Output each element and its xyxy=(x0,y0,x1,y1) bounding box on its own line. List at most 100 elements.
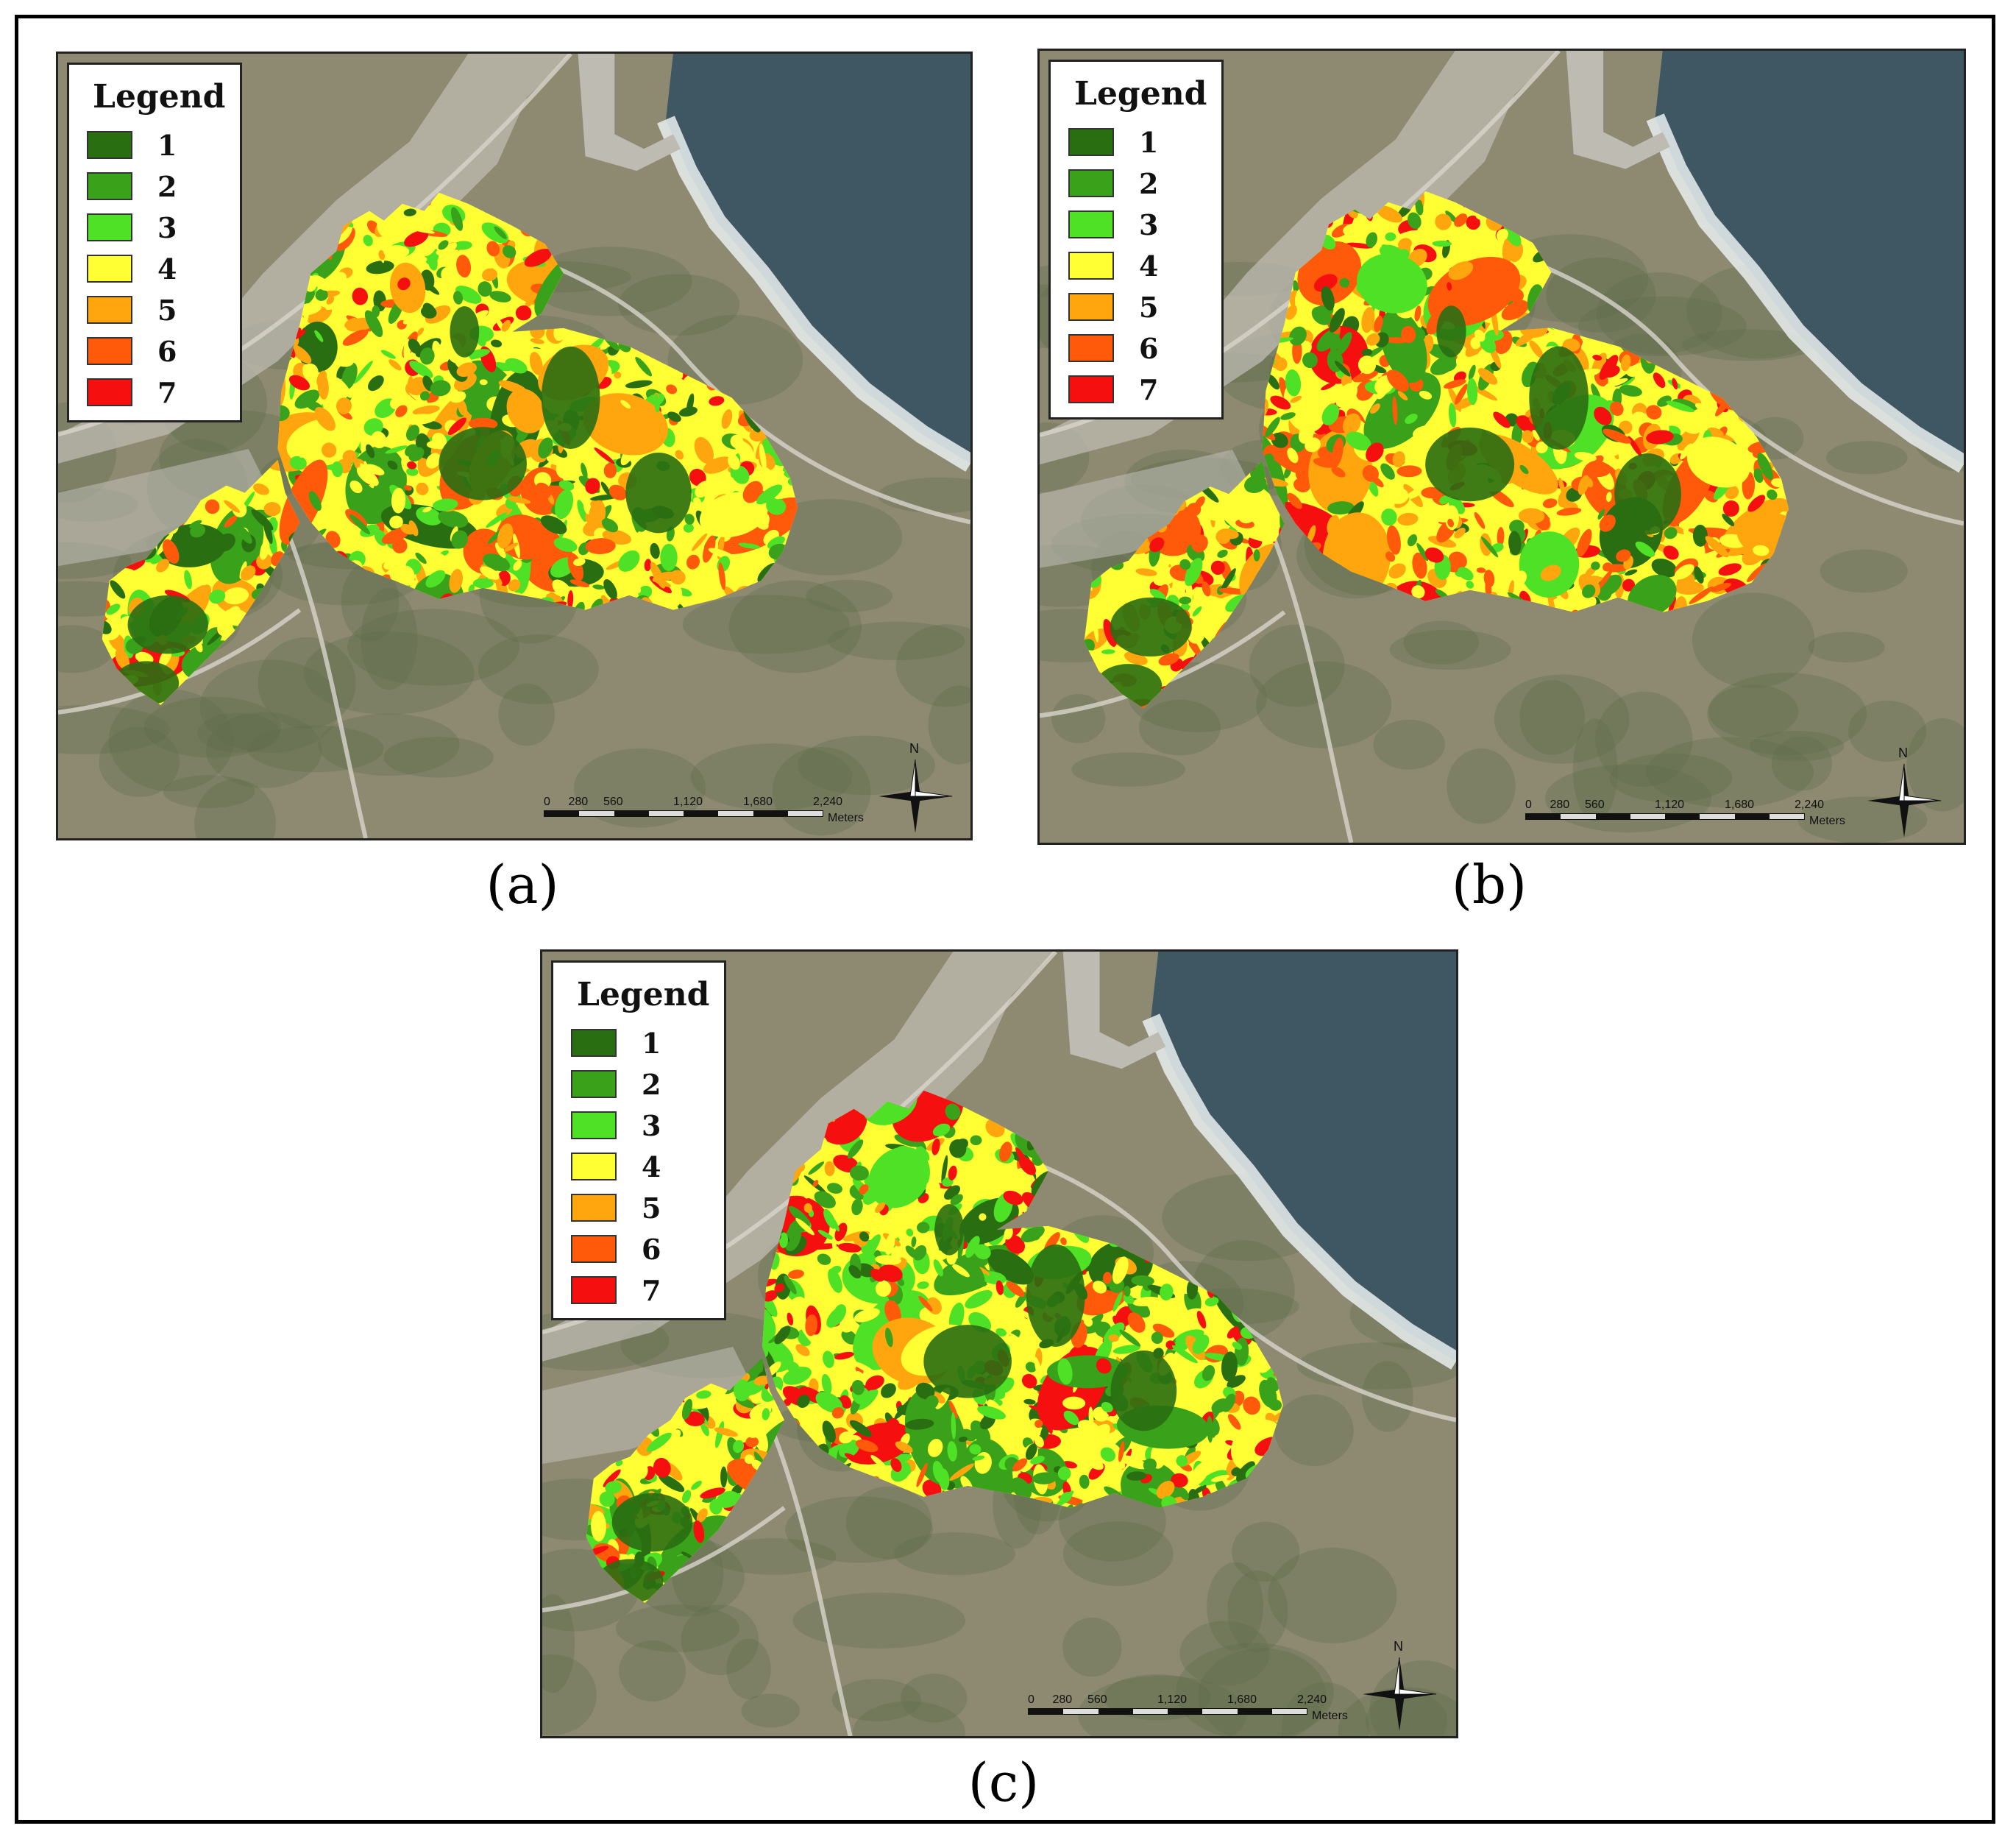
legend-swatch xyxy=(1068,210,1114,238)
forest-patch xyxy=(1848,700,1926,762)
scale-unit: Meters xyxy=(828,812,864,824)
forest-patch xyxy=(528,247,692,316)
legend-label: 2 xyxy=(642,1067,661,1101)
forest-patch xyxy=(1078,1675,1247,1736)
legend-item-1: 1 xyxy=(571,1022,709,1063)
legend-label: 1 xyxy=(157,128,177,162)
legend-item-5: 5 xyxy=(571,1187,709,1228)
forest-patch xyxy=(895,624,970,707)
forest-patch xyxy=(1179,1621,1270,1686)
harbor xyxy=(578,54,681,171)
legend-label: 6 xyxy=(642,1232,661,1266)
legend-swatch xyxy=(571,1029,617,1057)
forest-patch xyxy=(1771,736,1833,791)
map-panel-b: Legend 1 2 3 4 5 6 7 0 280 560 1,120 1,680 2,240 Met… xyxy=(1037,49,1966,845)
urban-area xyxy=(1040,51,1559,465)
forest-patch xyxy=(1071,752,1185,787)
forest-patch xyxy=(1281,1682,1369,1736)
legend-swatch xyxy=(87,378,132,406)
legend-swatch xyxy=(571,1276,617,1304)
forest-patch xyxy=(1369,1660,1456,1736)
legend-label: 5 xyxy=(157,293,177,327)
legend: Legend 1 2 3 4 5 6 7 xyxy=(1048,60,1224,419)
satellite-basemap xyxy=(542,952,1456,1736)
forest-patch xyxy=(205,712,322,788)
forest-patch xyxy=(1494,674,1630,764)
north-label: N xyxy=(1394,1639,1403,1654)
legend-item-3: 3 xyxy=(571,1105,709,1146)
legend-label: 4 xyxy=(157,252,177,286)
forest-patch xyxy=(1062,1617,1122,1677)
legend-item-3: 3 xyxy=(1068,204,1207,245)
north-arrow-icon: N xyxy=(875,741,956,834)
legend-swatch xyxy=(1068,334,1114,362)
forest-patch xyxy=(1825,441,1908,475)
scale-tick-labels: 0 280 560 1,120 1,680 2,240 xyxy=(1028,1693,1327,1708)
scale-bar-graphic xyxy=(544,810,823,817)
legend-item-4: 4 xyxy=(571,1146,709,1187)
legend-label: 4 xyxy=(642,1150,661,1183)
forest-patch xyxy=(58,625,114,673)
forest-patch xyxy=(894,1532,1015,1576)
sea-area xyxy=(1151,952,1456,1362)
legend-swatch xyxy=(87,172,132,200)
legend-label: 3 xyxy=(642,1108,661,1142)
forest-patch xyxy=(1138,699,1221,756)
forest-patch xyxy=(1447,748,1516,824)
forest-patch xyxy=(690,743,853,811)
legend-swatch xyxy=(87,255,132,283)
forest-patch xyxy=(1274,1394,1354,1467)
legend-label: 5 xyxy=(1139,290,1159,324)
forest-patch xyxy=(498,683,556,746)
forest-patch xyxy=(620,1311,792,1378)
legend-item-6: 6 xyxy=(571,1228,709,1270)
forest-patch xyxy=(99,726,180,797)
legend-item-7: 7 xyxy=(87,372,225,413)
legend-item-1: 1 xyxy=(87,124,225,166)
forest-patch xyxy=(845,1486,932,1560)
road xyxy=(542,1506,786,1612)
legend-swatch xyxy=(1068,169,1114,197)
forest-patch xyxy=(728,580,862,673)
legend-label: 6 xyxy=(1139,331,1159,365)
forest-patch xyxy=(1646,737,1814,808)
legend-swatch xyxy=(1068,252,1114,280)
legend-label: 1 xyxy=(1139,125,1159,159)
compass-rose-icon xyxy=(1867,763,1942,838)
scale-tick-label: 280 xyxy=(568,796,589,808)
scale-tick-labels: 0 280 560 1,120 1,680 2,240 xyxy=(1525,799,1824,813)
forest-patch xyxy=(341,562,400,642)
scale-tick-label: 280 xyxy=(1052,1693,1073,1706)
legend-title: Legend xyxy=(93,78,226,116)
forest-patch xyxy=(197,712,280,753)
north-arrow-icon: N xyxy=(1864,746,1945,838)
legend-swatch xyxy=(1068,375,1114,403)
forest-patch xyxy=(542,1593,575,1693)
legend: Legend 1 2 3 4 5 6 7 xyxy=(551,960,727,1320)
forest-patch xyxy=(1692,592,1815,688)
harbor xyxy=(1062,952,1166,1069)
scale-tick-label: 2,240 xyxy=(1297,1693,1327,1706)
forest-patch xyxy=(1403,620,1479,665)
scale-tick-label: 560 xyxy=(1087,1693,1107,1706)
legend-label: 2 xyxy=(1139,166,1159,200)
forest-patch xyxy=(1249,624,1345,707)
forest-patch xyxy=(1820,549,1908,593)
surf-line xyxy=(1142,1013,1456,1370)
legend-item-6: 6 xyxy=(1068,328,1207,369)
north-arrow-icon: N xyxy=(1359,1639,1440,1732)
forest-patch xyxy=(792,1593,966,1649)
forest-patch xyxy=(1519,680,1586,755)
forest-patch xyxy=(1596,272,1722,355)
urban-area xyxy=(542,952,1056,1362)
road xyxy=(58,608,302,715)
forest-patch xyxy=(318,713,460,776)
forest-patch xyxy=(1708,684,1799,738)
forest-patch xyxy=(58,705,171,754)
forest-patch xyxy=(194,779,276,838)
forest-patch xyxy=(361,587,418,690)
legend-swatch xyxy=(571,1153,617,1180)
forest-patch xyxy=(347,609,519,686)
legend-item-2: 2 xyxy=(571,1063,709,1105)
forest-patch xyxy=(542,1654,597,1735)
